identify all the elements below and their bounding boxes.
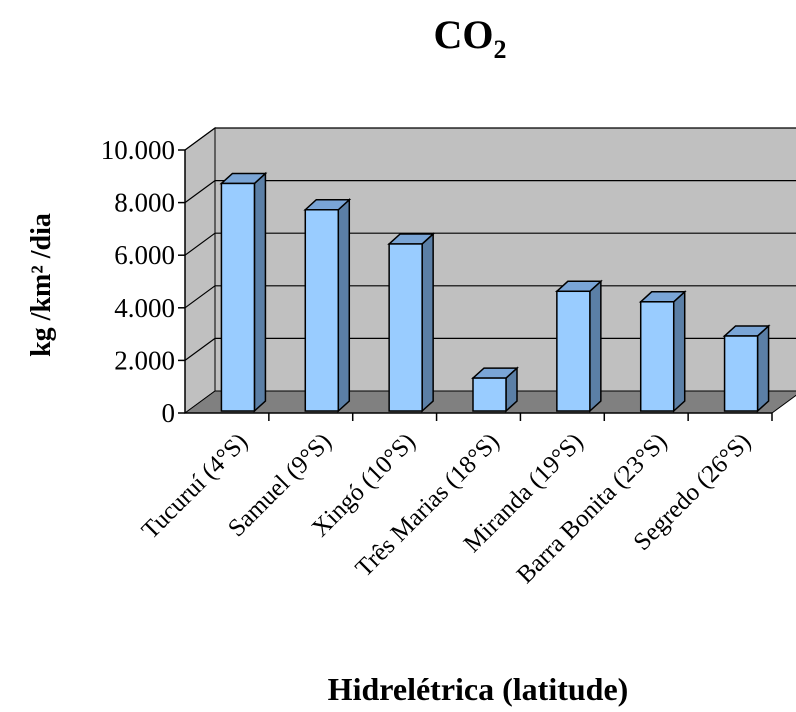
bar-front bbox=[556, 290, 591, 412]
bar-front bbox=[304, 209, 340, 412]
y-tick-labels: 0 2.000 4.000 6.000 8.000 10.000 bbox=[101, 135, 175, 428]
chart-title-main: CO bbox=[434, 12, 494, 57]
bar-side bbox=[421, 232, 434, 413]
bar bbox=[554, 279, 603, 413]
y-axis-label: kg /km² /dia bbox=[26, 213, 57, 357]
bar bbox=[471, 366, 519, 413]
y-tick-label: 8.000 bbox=[114, 188, 175, 218]
y-tick-label: 10.000 bbox=[101, 135, 175, 165]
gridlines bbox=[184, 127, 796, 361]
bar bbox=[722, 324, 771, 413]
y-tick-label: 6.000 bbox=[114, 240, 175, 270]
chart-title: CO2 bbox=[434, 12, 507, 64]
y-tick-label: 0 bbox=[162, 398, 176, 428]
bars bbox=[219, 171, 771, 413]
gridline bbox=[184, 127, 796, 151]
x-tick-label: Três Marias (18°S) bbox=[351, 428, 505, 582]
bar-side bbox=[756, 324, 770, 413]
bar-side bbox=[337, 198, 351, 413]
bar-front bbox=[388, 243, 423, 412]
y-tick-label: 2.000 bbox=[114, 345, 175, 375]
bar bbox=[219, 171, 268, 413]
bar bbox=[303, 198, 352, 413]
bar-side bbox=[589, 279, 602, 413]
bar-side bbox=[253, 171, 267, 413]
y-tick-label: 4.000 bbox=[114, 293, 175, 323]
x-tick-label: Barra Bonita (23°S) bbox=[512, 428, 673, 589]
bar-front bbox=[639, 301, 675, 412]
gridline bbox=[184, 285, 796, 309]
back-wall bbox=[214, 127, 796, 392]
gridline bbox=[184, 232, 796, 256]
side-wall bbox=[184, 127, 216, 414]
bar-front bbox=[472, 377, 507, 412]
bar-side bbox=[672, 290, 686, 413]
bar bbox=[638, 290, 687, 413]
bar bbox=[387, 232, 436, 413]
gridline bbox=[184, 337, 796, 361]
bar-front bbox=[220, 182, 256, 412]
x-axis-label: Hidrelétrica (latitude) bbox=[328, 671, 629, 707]
x-tick-labels: Tucuruí (4°S)Samuel (9°S)Xingó (10°S)Trê… bbox=[137, 428, 757, 589]
chart-title-subscript: 2 bbox=[494, 35, 507, 64]
bar-front bbox=[723, 335, 759, 412]
axes bbox=[178, 149, 773, 421]
gridline bbox=[184, 180, 796, 204]
